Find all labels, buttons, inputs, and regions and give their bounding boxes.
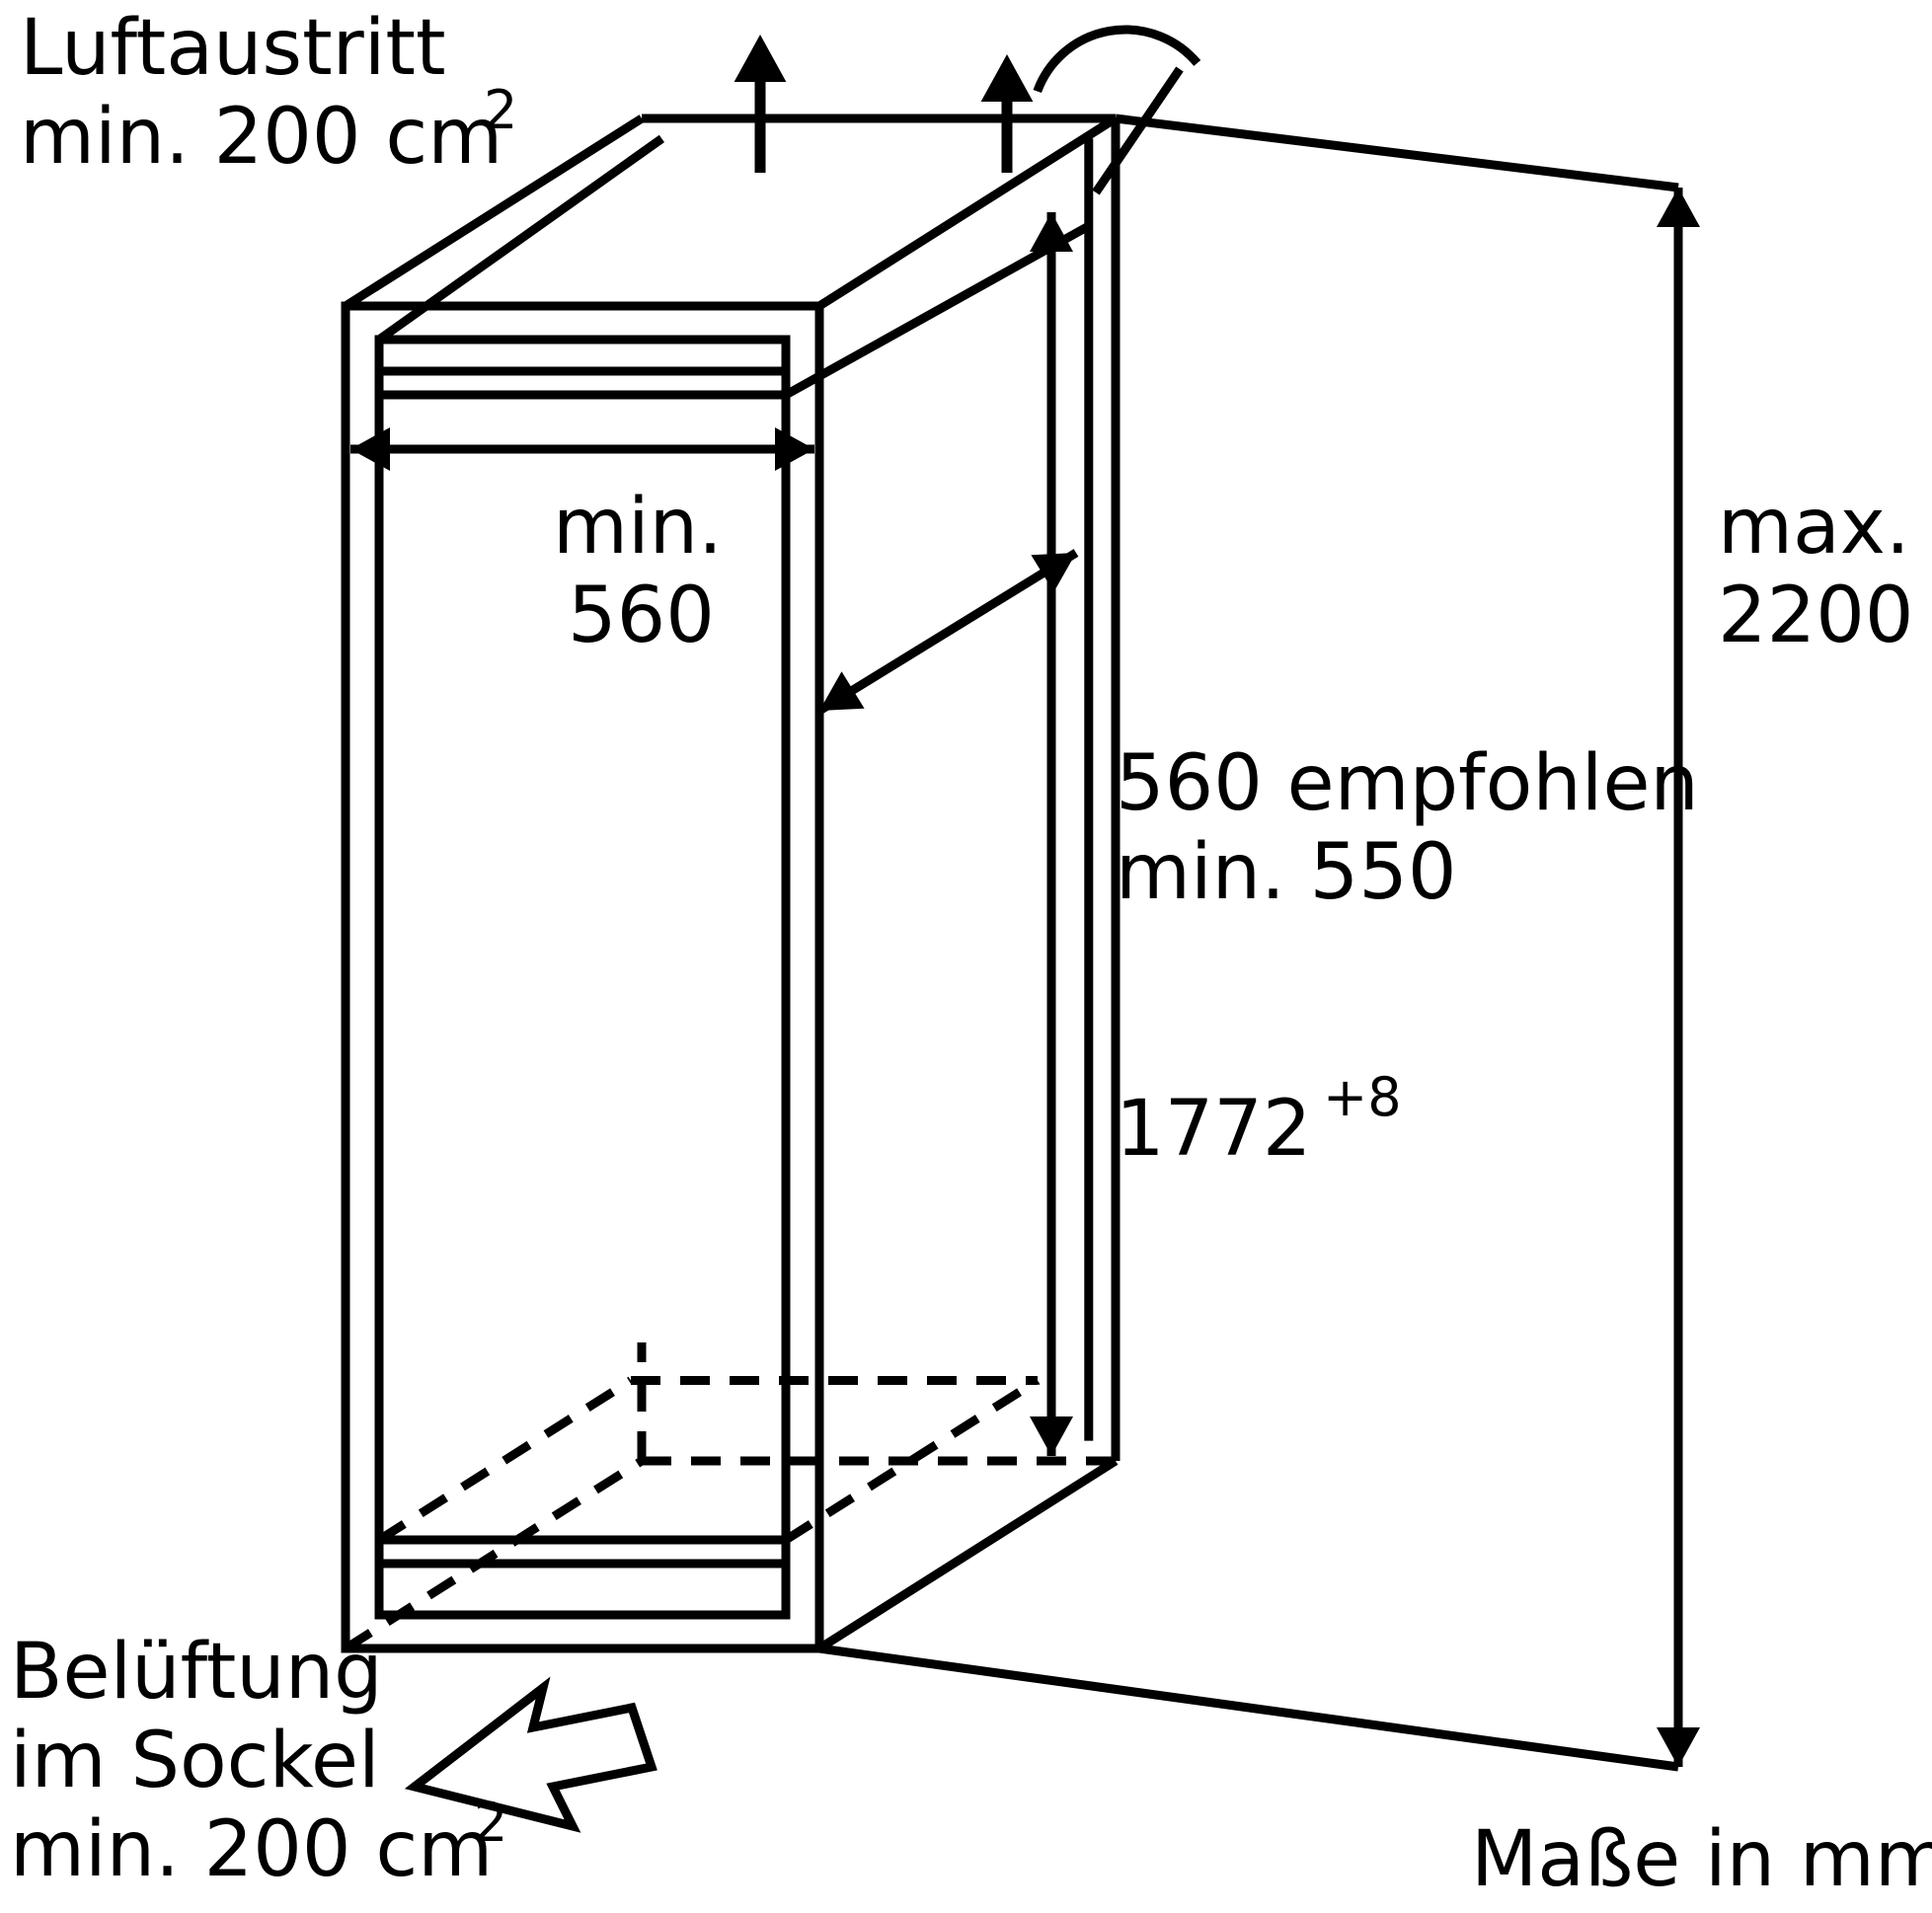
label-vent-3: min. 200 cm — [10, 1805, 493, 1894]
dim-niche-height: 1772 — [1116, 1085, 1312, 1174]
dim-width-label-2: 560 — [568, 572, 715, 660]
dim-maxh-label-2: 2200 — [1718, 572, 1914, 660]
dim-width-label-1: min. — [553, 483, 723, 572]
label-airout-sup: 2 — [484, 79, 517, 141]
dim-depth-label-2: min. 550 — [1116, 828, 1457, 917]
label-airout-2: min. 200 cm — [20, 93, 502, 182]
label-vent-2: im Sockel — [10, 1717, 380, 1805]
dim-niche-height-tol: +8 — [1323, 1066, 1402, 1128]
dim-depth-label-1: 560 empfohlen — [1116, 739, 1699, 828]
dim-maxh-label-1: max. — [1718, 483, 1910, 572]
label-units: Maße in mm — [1471, 1815, 1932, 1904]
label-airout-1: Luftaustritt — [20, 4, 446, 93]
label-vent-1: Belüftung — [10, 1628, 383, 1717]
